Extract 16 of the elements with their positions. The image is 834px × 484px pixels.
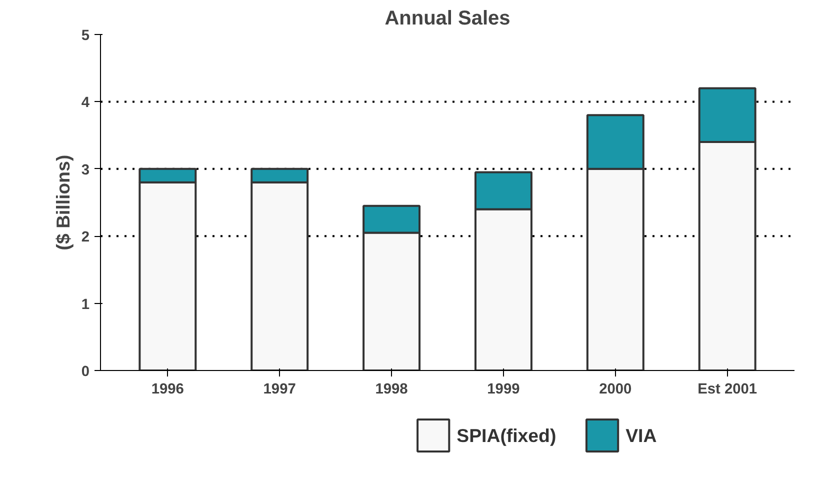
x-tick-label: 1996 [151,382,184,398]
chart-title: Annual Sales [384,8,510,30]
x-tick-label: 2000 [599,382,632,398]
y-axis-title: ($ Billions) [52,154,74,250]
x-tick-label: 1998 [375,382,408,398]
x-tick-label: Est 2001 [698,382,758,398]
legend-label: SPIA(fixed) [456,425,556,446]
y-tick-label: 3 [81,162,90,178]
x-tick-label: 1999 [487,382,520,398]
legend-label: VIA [626,425,657,446]
y-tick-label: 1 [81,296,90,313]
y-tick-label: 0 [81,364,90,380]
x-tick-label: 1997 [263,382,296,398]
y-tick-label: 2 [81,230,90,246]
y-tick-label: 4 [81,95,90,112]
y-tick-label: 5 [81,28,90,44]
